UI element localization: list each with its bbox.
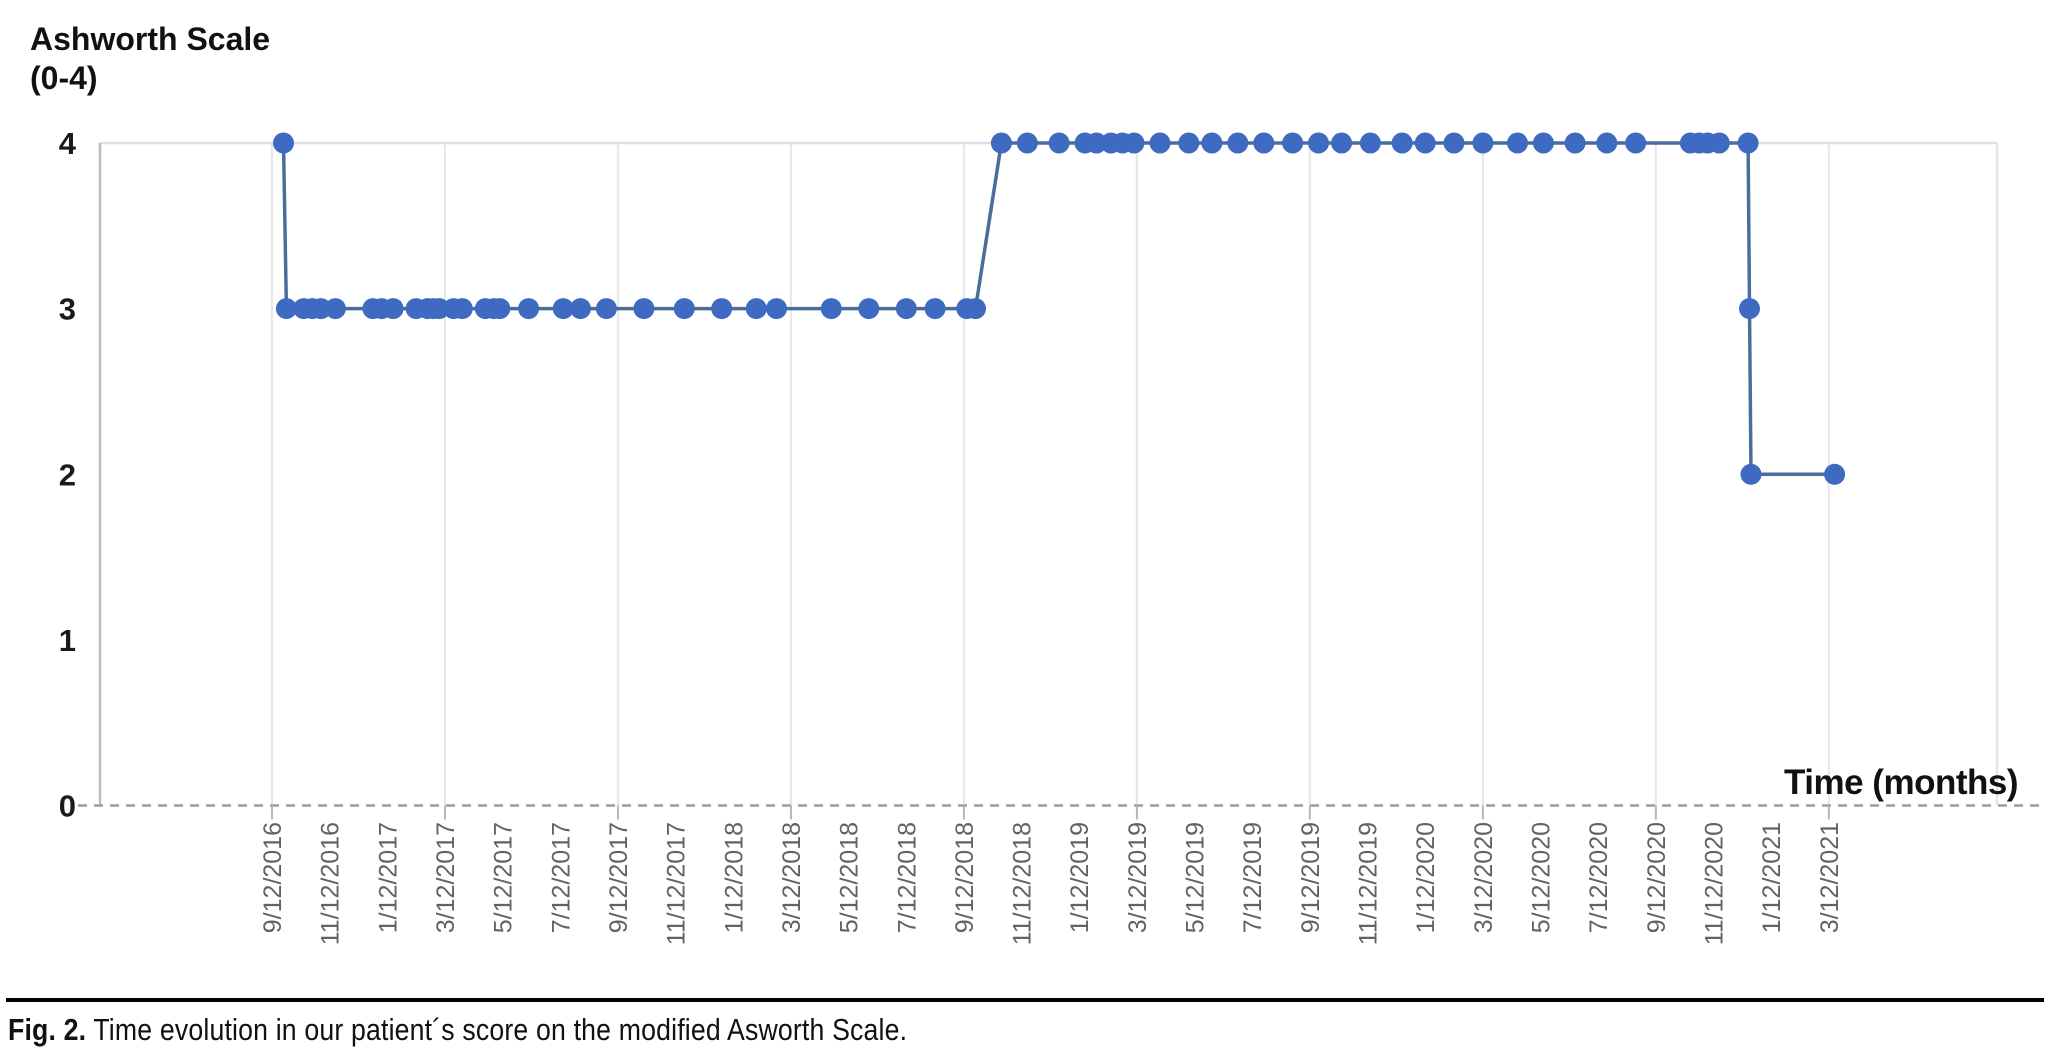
- data-point: [1391, 132, 1413, 154]
- data-point: [1201, 132, 1223, 154]
- data-point: [1708, 132, 1730, 154]
- x-tick-label: 9/12/2019: [1297, 822, 1325, 933]
- data-point: [310, 298, 332, 320]
- data-point: [324, 298, 346, 320]
- data-point: [552, 298, 574, 320]
- data-point: [895, 298, 917, 320]
- x-tick-label: 3/12/2019: [1124, 822, 1152, 933]
- figure-caption-label: Fig. 2.: [8, 1012, 87, 1047]
- data-point: [1507, 132, 1528, 154]
- x-tick-marks: [271, 805, 1830, 820]
- x-tick-label: 11/12/2019: [1355, 822, 1383, 945]
- x-tick-label: 9/12/2018: [951, 822, 979, 933]
- x-tick-label: 11/12/2017: [663, 822, 691, 945]
- data-point: [428, 298, 450, 320]
- data-point: [1016, 132, 1038, 154]
- x-tick-label: 1/12/2019: [1066, 822, 1094, 933]
- data-point: [275, 298, 297, 320]
- series-points: [273, 132, 1846, 485]
- data-point: [1596, 132, 1618, 154]
- x-tick-label: 9/12/2020: [1643, 822, 1671, 933]
- data-point: [1086, 132, 1107, 154]
- x-tick-label: 9/12/2017: [605, 822, 633, 933]
- x-tick-label: 1/12/2020: [1412, 822, 1440, 933]
- data-point: [1625, 132, 1647, 154]
- y-tick-label: 3: [59, 292, 76, 327]
- data-point: [745, 298, 767, 320]
- data-point: [1331, 132, 1353, 154]
- y-axis-title-line1: Ashworth Scale: [30, 21, 271, 57]
- x-axis-title: Time (months): [1784, 763, 2018, 802]
- y-tick-labels: 0 1 2 3 4: [59, 126, 77, 824]
- y-axis-title: Ashworth Scale (0-4): [30, 20, 270, 98]
- data-point: [965, 298, 986, 320]
- data-point: [273, 132, 294, 154]
- x-tick-label: 1/12/2017: [374, 822, 402, 933]
- data-point: [990, 132, 1012, 154]
- x-tick-label: 1/12/2018: [720, 822, 748, 933]
- x-tick-label: 3/12/2021: [1816, 822, 1844, 933]
- caption-divider: [6, 998, 2044, 1002]
- data-point: [766, 298, 787, 320]
- data-point: [1740, 463, 1762, 485]
- data-point: [673, 298, 695, 320]
- data-point: [1359, 132, 1381, 154]
- data-point: [1824, 463, 1846, 485]
- y-tick-label: 0: [59, 789, 76, 824]
- x-tick-label: 7/12/2019: [1239, 822, 1267, 933]
- data-point: [711, 298, 733, 320]
- data-point: [1443, 132, 1465, 154]
- x-tick-label: 5/12/2019: [1182, 822, 1210, 933]
- x-tick-label: 11/12/2018: [1009, 822, 1037, 945]
- data-point: [1472, 132, 1494, 154]
- data-point: [1532, 132, 1554, 154]
- x-tick-label: 11/12/2016: [317, 822, 345, 945]
- x-tick-label: 3/12/2020: [1470, 822, 1498, 933]
- x-tick-label: 9/12/2016: [259, 822, 287, 933]
- x-tick-label: 7/12/2018: [893, 822, 921, 933]
- y-axis-title-line2: (0-4): [30, 60, 98, 97]
- x-tick-label: 5/12/2017: [490, 822, 518, 933]
- y-tick-label: 1: [59, 623, 76, 658]
- figure-caption: Fig. 2. Time evolution in our patient´s …: [8, 1012, 1986, 1048]
- data-point: [1048, 132, 1070, 154]
- data-point: [518, 298, 540, 320]
- data-point: [1253, 132, 1275, 154]
- data-point: [1227, 132, 1249, 154]
- series-line: [281, 141, 1835, 477]
- data-point: [1737, 132, 1759, 154]
- x-tick-labels: 9/12/2016 11/12/2016 1/12/2017 3/12/2017 5/1…: [259, 822, 1844, 945]
- data-point: [820, 298, 842, 320]
- data-point: [1564, 132, 1586, 154]
- x-tick-label: 7/12/2017: [547, 822, 575, 933]
- data-point: [1282, 132, 1304, 154]
- x-tick-label: 5/12/2018: [836, 822, 864, 933]
- data-point: [489, 298, 511, 320]
- data-point: [1414, 132, 1436, 154]
- data-point: [451, 298, 473, 320]
- x-tick-label: 7/12/2020: [1585, 822, 1613, 933]
- x-tick-label: 11/12/2020: [1701, 822, 1729, 945]
- x-tick-label: 3/12/2017: [432, 822, 460, 933]
- data-point: [382, 298, 404, 320]
- data-point: [570, 298, 591, 320]
- data-point: [1178, 132, 1200, 154]
- x-tick-label: 1/12/2021: [1758, 822, 1786, 933]
- y-tick-label: 4: [59, 126, 77, 161]
- data-point: [924, 298, 946, 320]
- data-point: [633, 298, 655, 320]
- data-point: [1149, 132, 1171, 154]
- x-gridlines: [270, 143, 1999, 806]
- y-tick-label: 2: [59, 457, 76, 492]
- data-point: [858, 298, 880, 320]
- data-point: [1308, 132, 1329, 154]
- x-tick-label: 5/12/2020: [1528, 822, 1556, 933]
- data-point: [1739, 298, 1760, 320]
- x-tick-label: 3/12/2018: [778, 822, 806, 933]
- data-point: [595, 298, 617, 320]
- data-point: [1123, 132, 1145, 154]
- figure-caption-text: Time evolution in our patient´s score on…: [86, 1012, 908, 1047]
